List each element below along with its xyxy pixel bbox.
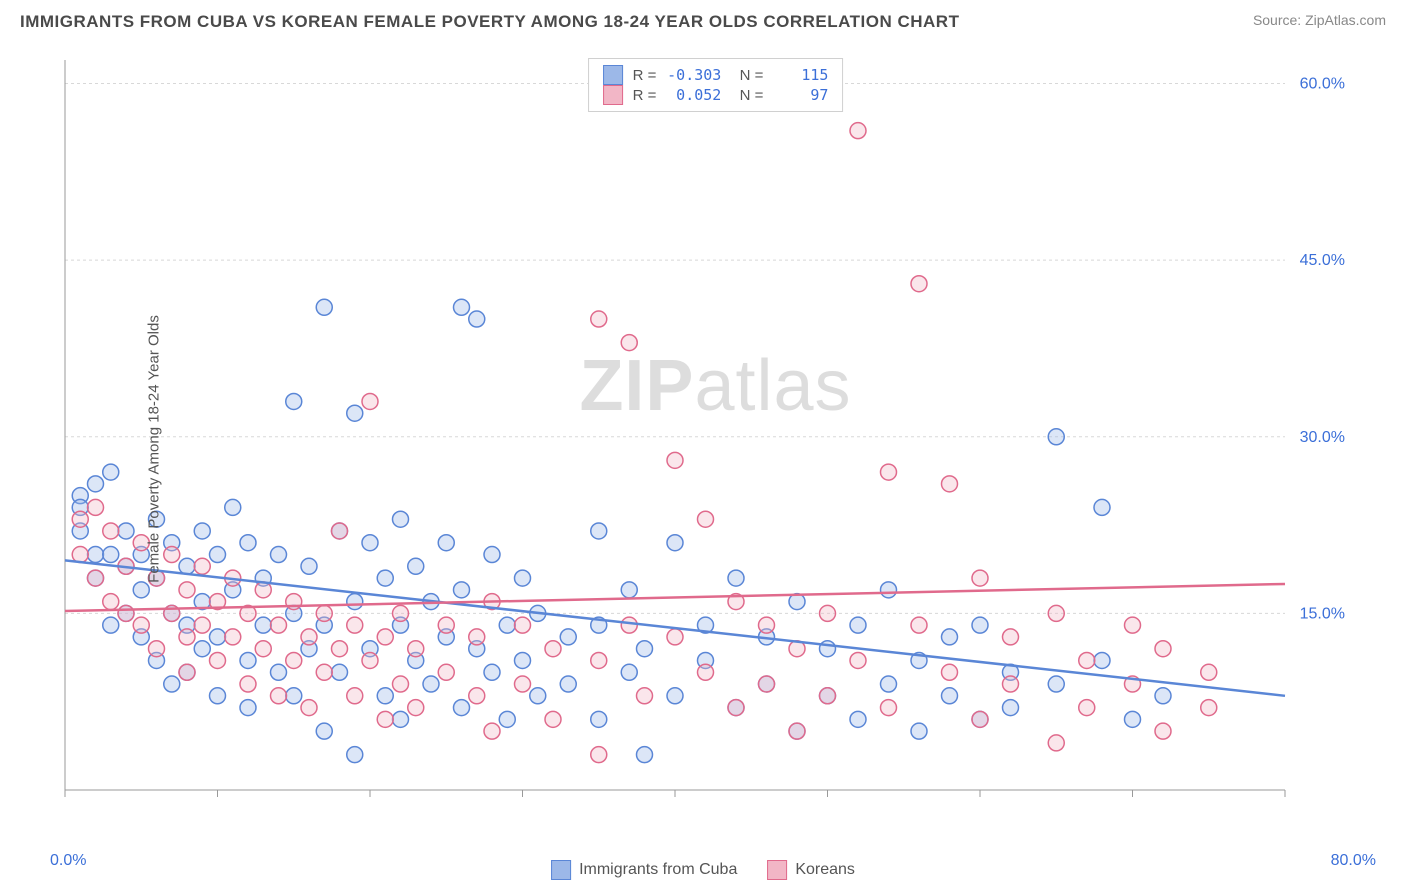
n-value-cuba: 115 — [773, 66, 828, 84]
stats-legend: R =-0.303 N =115 R =0.052 N =97 — [588, 58, 844, 112]
n-value-koreans: 97 — [773, 86, 828, 104]
legend-label-cuba: Immigrants from Cuba — [579, 861, 737, 879]
swatch-koreans-icon — [767, 860, 787, 880]
source-label: Source: ZipAtlas.com — [1253, 12, 1386, 28]
swatch-cuba-icon — [551, 860, 571, 880]
svg-text:30.0%: 30.0% — [1300, 429, 1345, 446]
svg-text:45.0%: 45.0% — [1300, 252, 1345, 269]
x-max-label: 80.0% — [1331, 852, 1376, 870]
chart-title: IMMIGRANTS FROM CUBA VS KOREAN FEMALE PO… — [20, 12, 959, 32]
x-min-label: 0.0% — [50, 852, 86, 870]
scatter-plot: 15.0% 30.0% 45.0% 60.0% — [55, 55, 1355, 815]
legend-item-cuba: Immigrants from Cuba — [551, 860, 737, 880]
chart-area: Female Poverty Among 18-24 Year Olds 15.… — [55, 55, 1376, 842]
swatch-cuba — [603, 65, 623, 85]
legend-row-koreans: R =0.052 N =97 — [603, 85, 829, 105]
y-axis-label: Female Poverty Among 18-24 Year Olds — [145, 315, 162, 583]
legend-row-cuba: R =-0.303 N =115 — [603, 65, 829, 85]
r-value-cuba: -0.303 — [666, 66, 721, 84]
svg-text:60.0%: 60.0% — [1300, 76, 1345, 93]
series-legend: Immigrants from Cuba Koreans — [551, 860, 855, 880]
r-value-koreans: 0.052 — [666, 86, 721, 104]
legend-item-koreans: Koreans — [767, 860, 855, 880]
legend-label-koreans: Koreans — [795, 861, 855, 879]
swatch-koreans — [603, 85, 623, 105]
svg-text:15.0%: 15.0% — [1300, 605, 1345, 622]
